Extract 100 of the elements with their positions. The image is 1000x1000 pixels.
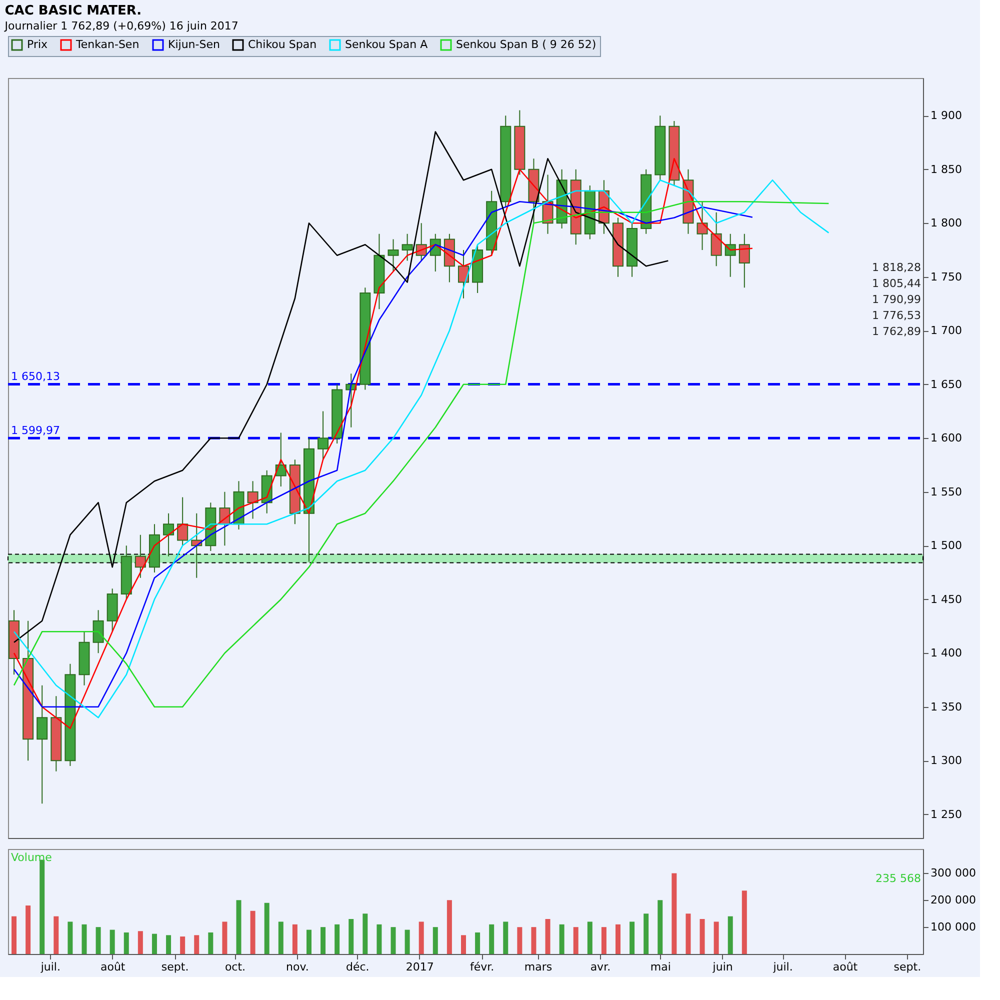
candlestick xyxy=(402,233,413,262)
candlestick xyxy=(163,512,174,557)
annotation: 1 805,44 xyxy=(872,277,921,290)
bar xyxy=(222,922,228,954)
ref-line-label: 1 650,13 xyxy=(11,370,60,384)
bar xyxy=(68,922,73,954)
bar xyxy=(742,890,747,954)
ref-line-label: 1 599,97 xyxy=(11,424,60,438)
bar xyxy=(26,906,31,954)
annotation: 1 776,53 xyxy=(872,309,921,322)
bar xyxy=(475,932,480,954)
candlestick xyxy=(177,496,188,546)
bar xyxy=(587,922,592,954)
x-tick-label: juil. xyxy=(772,960,793,974)
bar xyxy=(334,924,340,954)
bar xyxy=(658,900,663,954)
y-tick-label: 1 450 xyxy=(930,592,962,606)
y-tick-label: 1 750 xyxy=(930,270,962,284)
bar xyxy=(460,935,466,954)
bar xyxy=(306,930,312,954)
bar xyxy=(278,922,284,954)
bar xyxy=(489,924,494,954)
y-tick-label: 100 000 xyxy=(930,920,976,934)
candlestick xyxy=(458,249,469,299)
y-tick-label: 1 250 xyxy=(930,808,962,821)
x-tick-label: sept. xyxy=(161,960,189,974)
bar xyxy=(376,924,382,954)
x-tick-label: mai xyxy=(650,960,671,974)
bar xyxy=(644,914,649,954)
candlestick xyxy=(318,410,329,460)
annotation: 1 790,99 xyxy=(872,293,921,306)
y-tick-label: 1 800 xyxy=(930,216,962,230)
bar xyxy=(180,936,186,954)
bar xyxy=(700,919,705,954)
bar xyxy=(446,900,452,954)
candlestick xyxy=(92,610,104,654)
y-tick-label: 1 550 xyxy=(930,485,962,498)
x-tick-label: 2017 xyxy=(406,960,434,974)
bar xyxy=(686,914,691,954)
legend-label: Tenkan-Sen xyxy=(75,38,140,51)
y-tick-label: 200 000 xyxy=(930,894,976,907)
bar xyxy=(40,860,45,954)
bar xyxy=(601,927,606,954)
bar xyxy=(96,927,101,954)
y-tick-label: 1 400 xyxy=(930,646,962,660)
bar xyxy=(630,922,635,954)
bar xyxy=(390,927,396,954)
legend-label: Senkou Span B ( 9 26 52) xyxy=(456,38,596,51)
bar xyxy=(124,932,129,954)
x-tick-label: août xyxy=(832,960,858,974)
x-tick-label: août xyxy=(100,960,126,974)
bar xyxy=(418,922,424,954)
series-label: Volume xyxy=(11,851,52,864)
candlestick xyxy=(696,201,708,250)
annotation: 1 818,28 xyxy=(872,261,921,274)
bar xyxy=(362,914,368,954)
y-tick-label: 1 900 xyxy=(930,109,962,122)
candlestick xyxy=(247,480,258,520)
bar xyxy=(292,924,298,954)
bar xyxy=(320,927,326,954)
x-tick-label: mars xyxy=(524,960,552,974)
legend-label: Prix xyxy=(27,38,48,51)
bar xyxy=(559,924,564,954)
y-tick-label: 1 700 xyxy=(930,324,962,338)
bar xyxy=(166,935,172,954)
bar xyxy=(616,924,620,954)
legend-label: Kijun-Sen xyxy=(168,38,220,51)
y-tick-label: 1 500 xyxy=(930,539,962,552)
legend-label: Chikou Span xyxy=(248,38,317,51)
bar xyxy=(348,919,354,954)
x-tick-label: avr. xyxy=(590,960,611,974)
x-tick-label: févr. xyxy=(470,960,494,974)
bar xyxy=(531,927,536,954)
bar xyxy=(503,922,508,954)
candlestick xyxy=(36,684,48,804)
bar xyxy=(236,900,242,954)
bar xyxy=(250,910,256,954)
bar xyxy=(672,873,677,954)
y-tick-label: 1 850 xyxy=(930,162,962,176)
x-tick-label: juin xyxy=(712,960,733,974)
bar xyxy=(194,935,200,954)
x-tick-label: nov. xyxy=(286,960,309,974)
y-tick-label: 1 600 xyxy=(930,432,962,445)
bar xyxy=(545,919,550,954)
bar xyxy=(728,916,733,954)
candlestick xyxy=(738,233,750,288)
annotation: 1 762,89 xyxy=(872,325,921,338)
bar xyxy=(138,931,143,954)
annotation: 235 568 xyxy=(876,872,921,885)
x-tick-label: déc. xyxy=(346,960,370,974)
bar xyxy=(264,902,270,954)
y-tick-label: 1 300 xyxy=(930,754,962,768)
bar xyxy=(573,927,578,954)
y-tick-label: 1 650 xyxy=(930,378,962,391)
bar xyxy=(517,927,522,954)
y-tick-label: 300 000 xyxy=(930,866,976,880)
bar xyxy=(110,930,115,954)
bar xyxy=(54,916,59,954)
candlestick xyxy=(388,238,399,272)
bar xyxy=(404,930,410,954)
